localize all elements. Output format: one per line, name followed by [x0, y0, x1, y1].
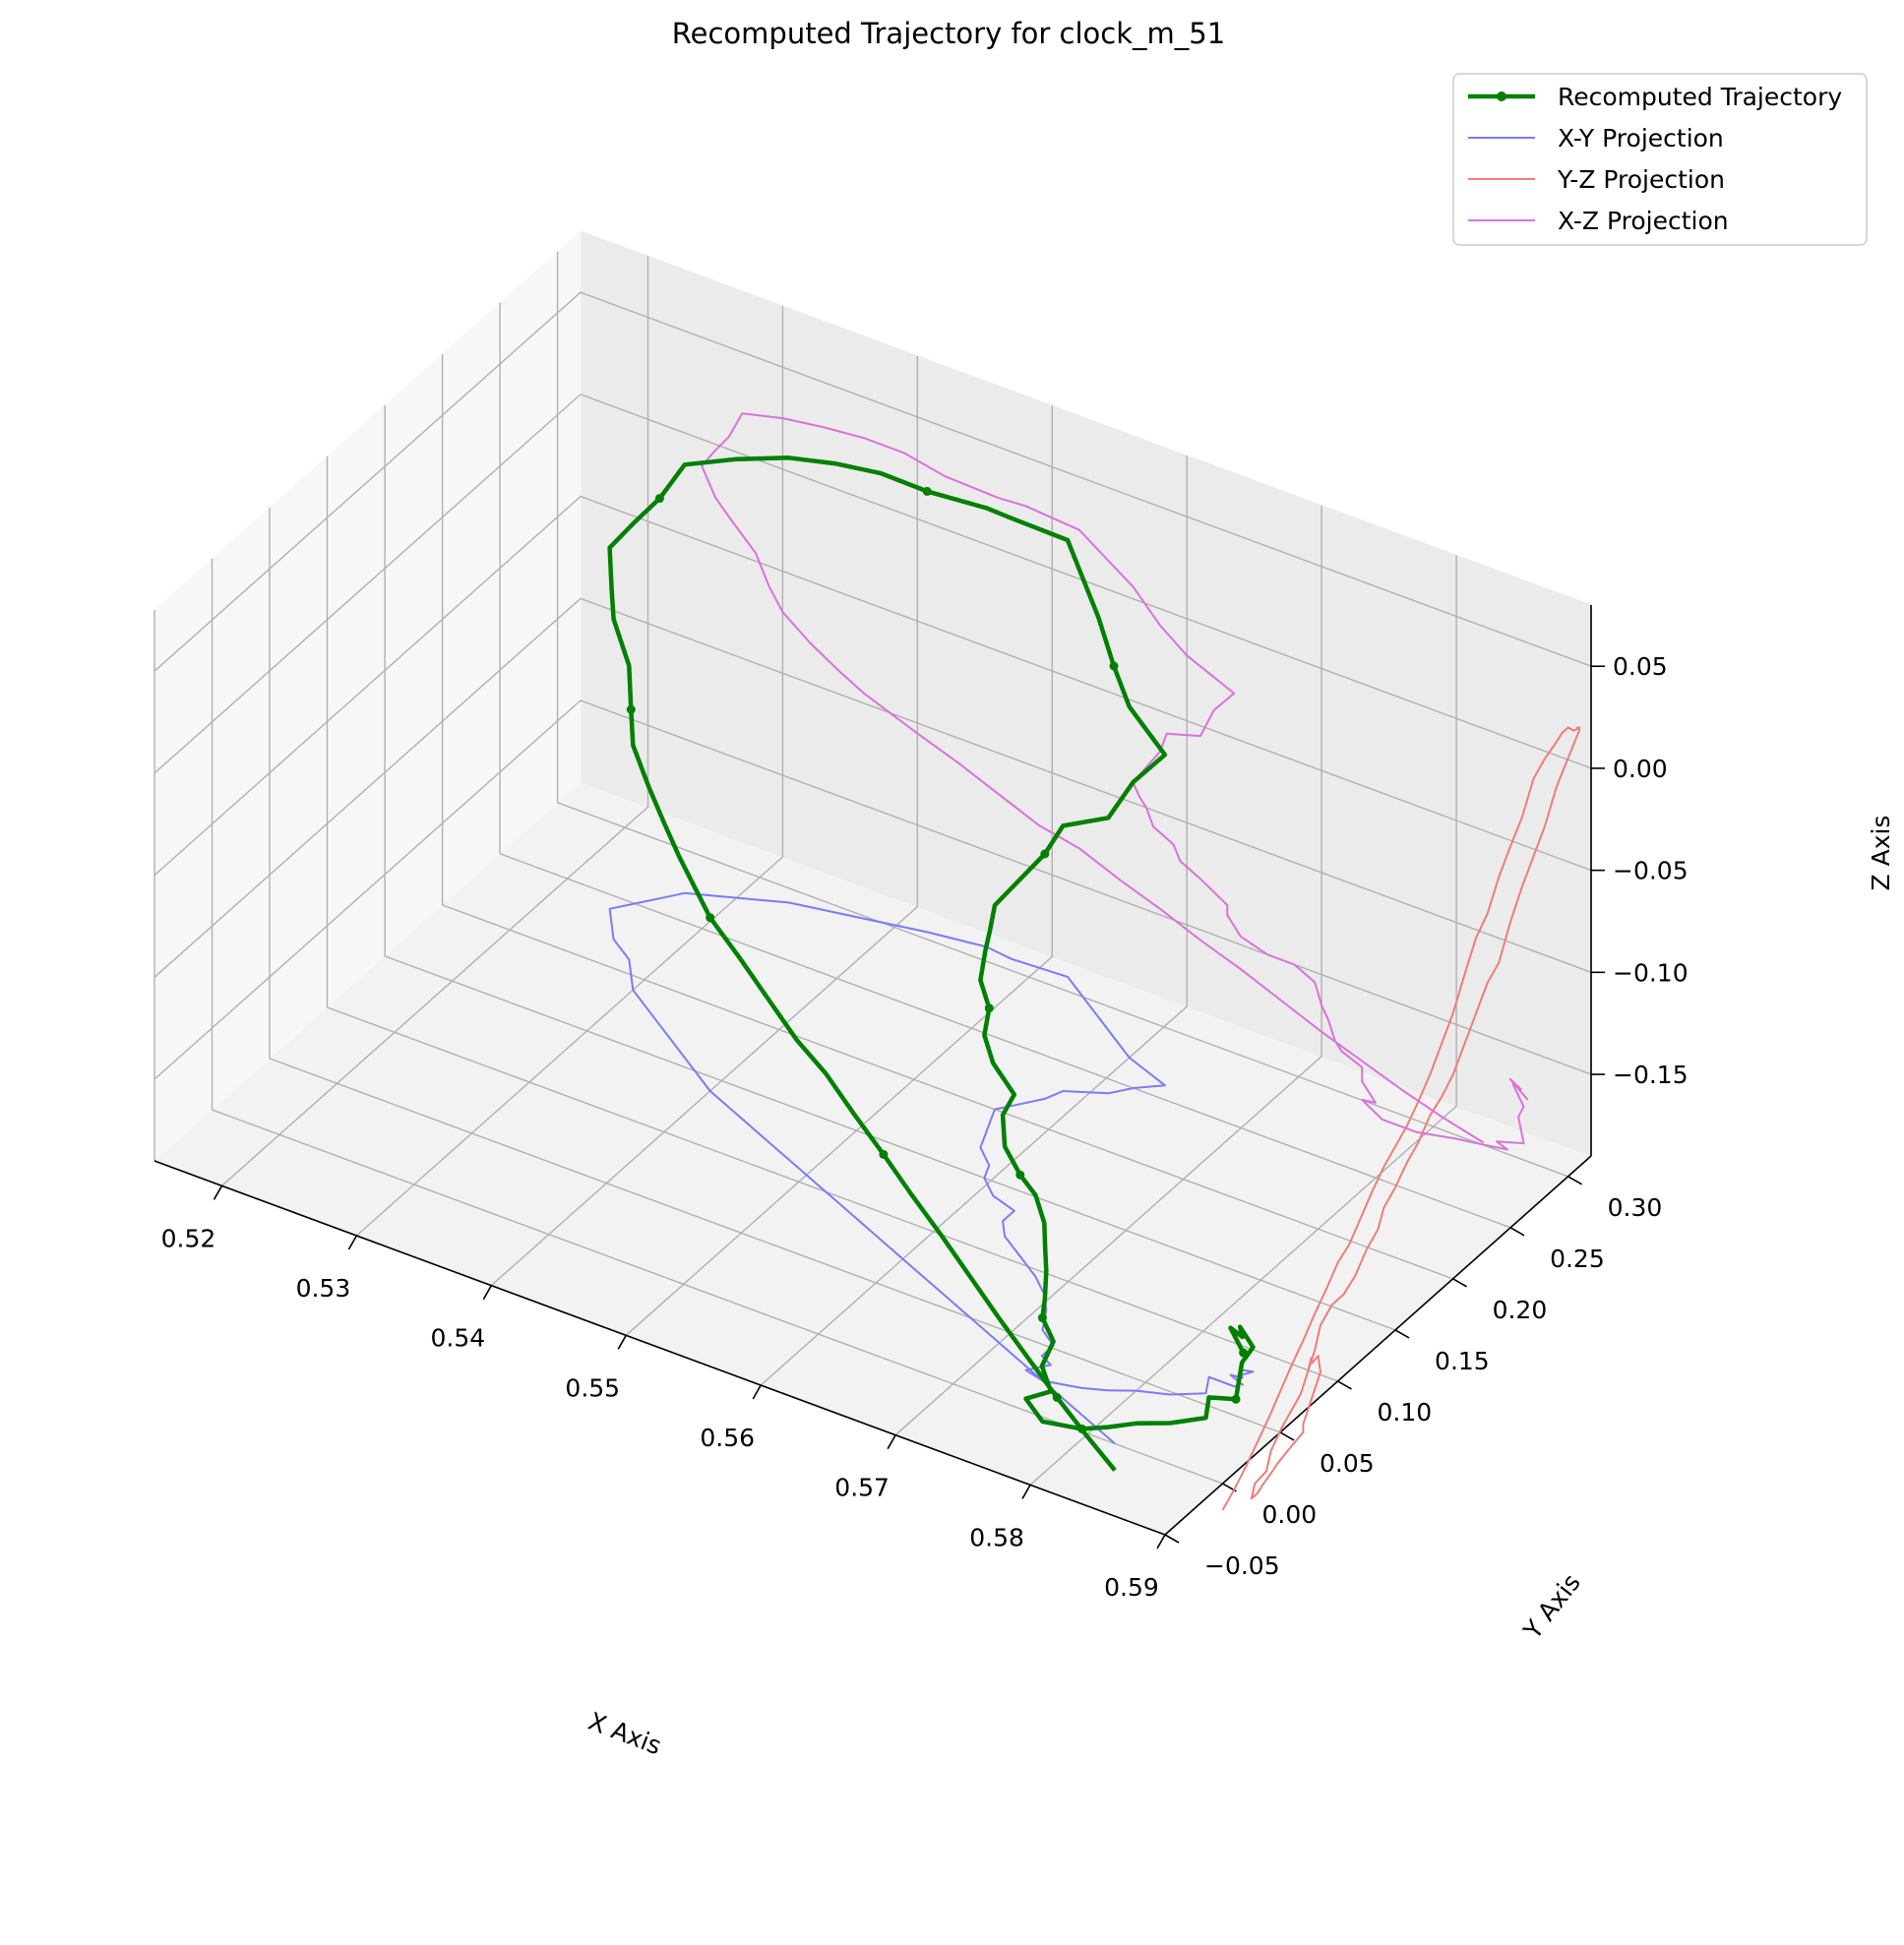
y-tick-label-0: −0.05: [1204, 1551, 1280, 1580]
trajectory-point-36: [1040, 849, 1050, 859]
x-tick-5: [887, 1434, 896, 1450]
legend-label-xy: X-Y Projection: [1558, 124, 1724, 152]
legend-label-trajectory: Recomputed Trajectory: [1558, 83, 1842, 111]
y-gridline-2: [269, 507, 1281, 1433]
y-tick-3: [1337, 1380, 1352, 1390]
trajectory-point-54: [654, 494, 664, 504]
y-tick-label-7: 0.30: [1608, 1193, 1663, 1222]
x-gridline-6: [1029, 555, 1457, 1486]
trajectory-point-6: [1231, 1394, 1241, 1404]
x-tick-label-2: 0.54: [430, 1324, 485, 1353]
legend: Recomputed Trajectory X-Y Projection Y-Z…: [1452, 73, 1868, 246]
z-tick-label-2: −0.05: [1613, 857, 1689, 885]
z-axis-label: Z Axis: [1867, 816, 1895, 891]
y-tick-label-6: 0.25: [1550, 1245, 1605, 1273]
trajectory-point-42: [1109, 661, 1119, 671]
yz-projection-line: [1221, 726, 1581, 1511]
legend-item-xz-projection: X-Z Projection: [1468, 207, 1729, 235]
y-gridline-7: [556, 251, 1568, 1178]
x-tick-3: [617, 1334, 627, 1350]
x-tick-label-0: 0.52: [161, 1224, 216, 1252]
z-gridline-1: [154, 597, 1592, 978]
legend-item-xy-projection: X-Y Projection: [1468, 124, 1724, 152]
y-tick-0: [1164, 1534, 1180, 1544]
legend-label-xz: X-Z Projection: [1558, 207, 1729, 235]
x-tick-label-4: 0.56: [700, 1424, 755, 1452]
y-gridline-4: [384, 404, 1396, 1331]
xz-projection-line: [701, 412, 1529, 1151]
legend-box: [1452, 73, 1868, 246]
y-tick-label-2: 0.05: [1320, 1449, 1375, 1478]
trajectory-point-60: [626, 704, 636, 714]
x-gridline-1: [355, 306, 784, 1237]
z-tick-label-1: −0.10: [1613, 958, 1689, 987]
y-tick-label-5: 0.20: [1493, 1296, 1548, 1324]
x-tick-label-5: 0.57: [834, 1474, 890, 1502]
x-tick-7: [1156, 1534, 1166, 1550]
trajectory-point-0: [1239, 1348, 1249, 1358]
axis-lines: 0.52 0.53 0.54 0.55 0.56 0.57 0.58 0.59 −0.05 0.0…: [154, 605, 1689, 1602]
legend-marker-trajectory: [1497, 91, 1506, 101]
x-tick-label-1: 0.53: [296, 1274, 351, 1303]
x-tick-0: [213, 1185, 223, 1200]
x-gridline-0: [221, 256, 649, 1186]
x-axis-line: [154, 1160, 1166, 1536]
trajectory-point-18: [1037, 1312, 1047, 1322]
z-gridline-0: [154, 699, 1592, 1080]
z-tick-label-0: −0.15: [1613, 1061, 1689, 1089]
legend-item-yz-projection: Y-Z Projection: [1468, 165, 1725, 194]
z-gridline-3: [154, 394, 1592, 774]
z-tick-label-4: 0.05: [1613, 652, 1668, 681]
trajectory-point-48: [922, 486, 932, 496]
y-tick-5: [1452, 1278, 1467, 1288]
y-gridline-5: [441, 353, 1453, 1280]
trajectory-point-24: [1015, 1170, 1025, 1180]
y-tick-label-3: 0.10: [1378, 1398, 1433, 1427]
x-tick-label-6: 0.58: [969, 1523, 1024, 1551]
y-gridline-1: [211, 559, 1223, 1485]
y-gridline-6: [499, 302, 1511, 1229]
series-layer: [607, 412, 1581, 1511]
z-tick-label-3: 0.00: [1613, 755, 1668, 783]
x-tick-label-3: 0.55: [565, 1373, 620, 1402]
y-tick-label-1: 0.00: [1262, 1500, 1318, 1529]
y-tick-label-4: 0.15: [1435, 1347, 1490, 1375]
x-tick-6: [1021, 1484, 1031, 1499]
x-tick-2: [482, 1285, 493, 1301]
xy-projection-line: [608, 891, 1255, 1445]
z-gridline-4: [154, 291, 1592, 672]
y-axis-line: [1164, 1155, 1592, 1536]
y-gridline-3: [326, 456, 1338, 1382]
x-tick-4: [752, 1384, 762, 1400]
y-tick-2: [1279, 1431, 1295, 1441]
x-tick-1: [347, 1235, 358, 1250]
trajectory-point-12: [1077, 1424, 1087, 1433]
trajectory-point-30: [984, 1003, 994, 1013]
legend-label-yz: Y-Z Projection: [1557, 165, 1725, 194]
x-gridline-2: [490, 355, 918, 1287]
trajectory-point-66: [706, 913, 715, 923]
x-gridline-5: [894, 505, 1322, 1436]
y-tick-6: [1509, 1227, 1525, 1237]
x-gridline-3: [625, 405, 1054, 1336]
legend-item-trajectory: Recomputed Trajectory: [1468, 83, 1842, 111]
chart-title: Recomputed Trajectory for clock_m_51: [672, 17, 1225, 50]
x-tick-label-7: 0.59: [1104, 1573, 1159, 1602]
trajectory-point-78: [1052, 1392, 1062, 1402]
y-tick-7: [1567, 1176, 1582, 1185]
y-tick-4: [1394, 1329, 1410, 1339]
z-gridline-2: [154, 495, 1592, 877]
trajectory-line: [607, 456, 1256, 1472]
trajectory-point-72: [879, 1149, 889, 1159]
